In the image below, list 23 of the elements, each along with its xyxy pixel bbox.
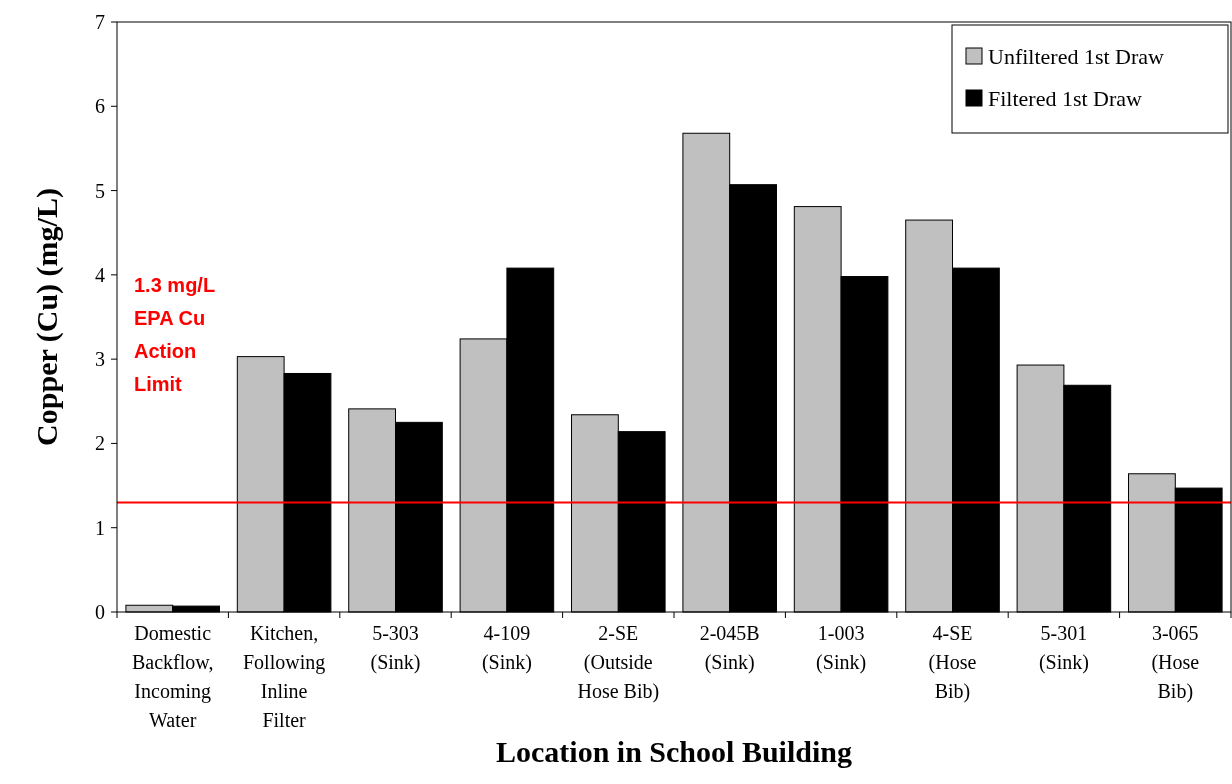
x-tick-label: 5-303 (Sink) bbox=[370, 622, 421, 674]
y-tick-label: 4 bbox=[95, 263, 105, 286]
x-tick-label: 4-SE (Hose Bib) bbox=[928, 622, 977, 703]
legend-label: Unfiltered 1st Draw bbox=[988, 44, 1165, 69]
x-tick-label: Kitchen, Following Inline Filter bbox=[242, 622, 326, 731]
x-tick-label: 2-045B (Sink) bbox=[699, 622, 760, 674]
x-tick-label: 3-065 (Hose Bib) bbox=[1151, 622, 1200, 703]
y-axis-title: Copper (Cu) (mg/L) bbox=[30, 188, 64, 446]
x-tick-label: 5-301 (Sink) bbox=[1038, 622, 1089, 674]
y-tick-label: 3 bbox=[95, 348, 105, 371]
x-axis-title: Location in School Building bbox=[496, 735, 852, 768]
x-tick-label: Domestic Backflow, Incoming Water bbox=[131, 622, 214, 731]
y-tick-label: 5 bbox=[95, 179, 105, 202]
y-tick-label: 1 bbox=[95, 516, 105, 539]
y-tick-label: 6 bbox=[95, 95, 105, 118]
y-tick-label: 7 bbox=[95, 11, 105, 33]
y-tick-label: 0 bbox=[95, 601, 105, 623]
ref-line-label: 1.3 mg/L EPA Cu Action Limit bbox=[134, 274, 216, 395]
x-tick-label: 4-109 (Sink) bbox=[481, 622, 532, 674]
x-tick-label: 1-003 (Sink) bbox=[816, 622, 867, 674]
y-tick-label: 2 bbox=[95, 432, 105, 455]
legend-label: Filtered 1st Draw bbox=[988, 86, 1143, 111]
x-tick-label: 2-SE (Outside Hose Bib) bbox=[577, 622, 660, 703]
